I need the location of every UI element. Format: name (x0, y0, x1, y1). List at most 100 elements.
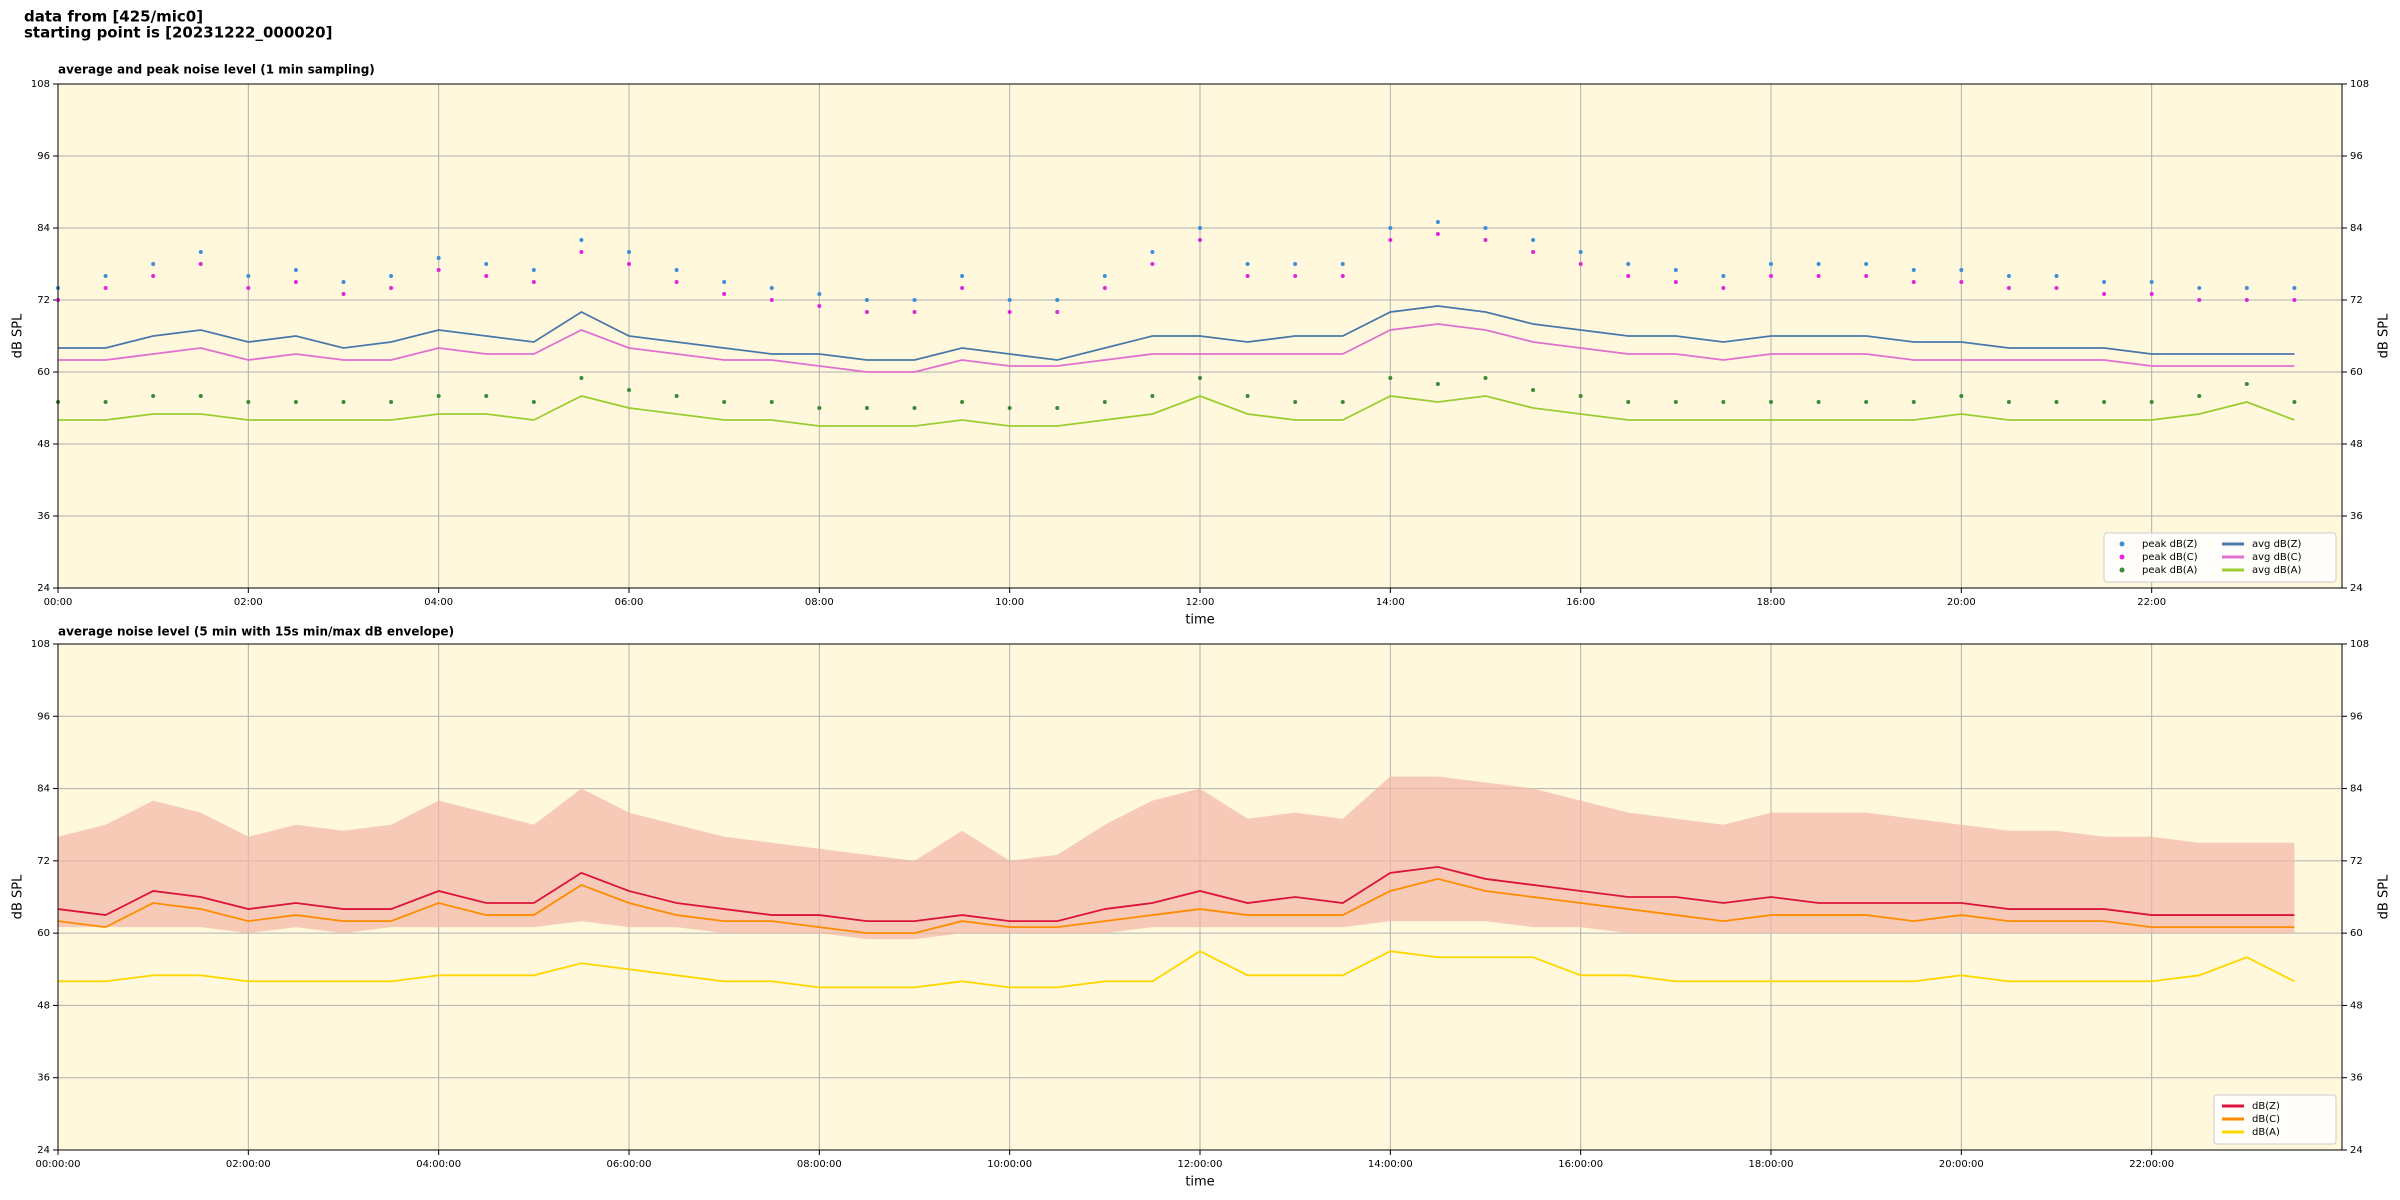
peak-point (1245, 394, 1250, 398)
peak-point (1435, 220, 1440, 224)
legend-marker (2119, 554, 2125, 560)
y-tick-label: 108 (31, 639, 50, 650)
legend-label: peak dB(C) (2142, 552, 2198, 563)
peak-point (1102, 274, 1107, 278)
peak-point (1293, 262, 1298, 266)
x-tick-label: 20:00:00 (1939, 1159, 1984, 1170)
peak-point (1435, 382, 1440, 386)
peak-point (1340, 274, 1345, 278)
peak-point (627, 388, 631, 392)
x-tick-label: 22:00:00 (2129, 1159, 2174, 1170)
header-line: data from [425/mic0] (24, 8, 203, 26)
y-tick-label: 72 (2350, 856, 2363, 867)
y-tick-label: 36 (2350, 511, 2363, 522)
peak-point (1340, 262, 1345, 266)
y-tick-label: 60 (37, 367, 50, 378)
y-axis-label: dB SPL (2377, 874, 2392, 919)
x-tick-label: 00:00 (44, 597, 73, 608)
peak-point (293, 268, 298, 272)
peak-point (2054, 274, 2059, 278)
y-tick-label: 84 (37, 223, 50, 234)
y-tick-label: 96 (37, 711, 50, 722)
x-tick-label: 08:00 (805, 597, 834, 608)
x-tick-label: 06:00 (615, 597, 644, 608)
y-tick-label: 24 (37, 1145, 50, 1156)
peak-point (151, 262, 156, 266)
peak-point (769, 298, 774, 302)
peak-point (1007, 406, 1012, 410)
peak-point (960, 400, 965, 404)
peak-point (960, 286, 965, 290)
peak-point (912, 310, 917, 314)
peak-point (2292, 400, 2297, 404)
y-axis-label: dB SPL (11, 313, 26, 358)
peak-point (1293, 400, 1298, 404)
peak-point (1578, 250, 1583, 254)
peak-point (484, 394, 489, 398)
peak-point (2149, 400, 2154, 404)
peak-point (531, 280, 536, 284)
peak-point (674, 268, 679, 272)
peak-point (1150, 250, 1155, 254)
peak-point (864, 310, 869, 314)
peak-point (1483, 238, 1488, 242)
peak-point (2292, 286, 2297, 290)
peak-point (579, 250, 584, 254)
peak-point (1055, 310, 1060, 314)
legend-label: dB(Z) (2252, 1101, 2280, 1112)
peak-point (1721, 400, 1726, 404)
peak-point (484, 274, 489, 278)
x-tick-label: 14:00:00 (1368, 1159, 1413, 1170)
peak-point (1626, 262, 1631, 266)
peak-point (2292, 298, 2297, 302)
peak-point (1483, 226, 1488, 230)
peak-point (2054, 286, 2059, 290)
y-tick-label: 72 (37, 295, 50, 306)
x-tick-label: 10:00 (995, 597, 1024, 608)
peak-point (627, 262, 631, 266)
series-line (58, 950, 2295, 989)
peak-point (1578, 262, 1583, 266)
peak-point (722, 400, 727, 404)
peak-point (2244, 298, 2249, 302)
peak-point (674, 280, 679, 284)
peak-point (2149, 292, 2154, 296)
y-tick-label: 48 (2350, 439, 2363, 450)
y-axis-label: dB SPL (2377, 313, 2392, 358)
series-line (58, 305, 2295, 361)
peak-point (1959, 394, 1964, 398)
peak-point (1864, 400, 1869, 404)
y-tick-label: 60 (2350, 928, 2363, 939)
peak-point (198, 394, 203, 398)
y-tick-label: 24 (2350, 1145, 2363, 1156)
y-axis-label: dB SPL (11, 874, 26, 919)
chart-title: average and peak noise level (1 min samp… (58, 63, 375, 77)
y-tick-label: 24 (37, 583, 50, 594)
peak-point (1435, 232, 1440, 236)
y-tick-label: 72 (37, 856, 50, 867)
peak-point (1721, 286, 1726, 290)
peak-point (484, 262, 489, 266)
peak-point (817, 292, 822, 296)
legend-marker (2119, 541, 2125, 547)
chart-title: average noise level (5 min with 15s min/… (58, 625, 454, 639)
y-tick-label: 84 (2350, 784, 2363, 795)
peak-point (722, 292, 727, 296)
peak-point (722, 280, 727, 284)
peak-point (2006, 286, 2011, 290)
plot-frame (57, 643, 2343, 1151)
header-line: starting point is [20231222_000020] (24, 24, 332, 42)
legend-label: avg dB(C) (2252, 552, 2302, 563)
peak-point (341, 292, 346, 296)
peak-point (1816, 400, 1821, 404)
peak-point (2197, 394, 2202, 398)
y-tick-label: 24 (2350, 583, 2363, 594)
peak-point (1721, 274, 1726, 278)
peak-point (1673, 400, 1678, 404)
legend-label: avg dB(Z) (2252, 539, 2302, 550)
x-tick-label: 18:00:00 (1749, 1159, 1794, 1170)
peak-point (1198, 226, 1202, 230)
peak-point (817, 406, 822, 410)
peak-point (674, 394, 679, 398)
